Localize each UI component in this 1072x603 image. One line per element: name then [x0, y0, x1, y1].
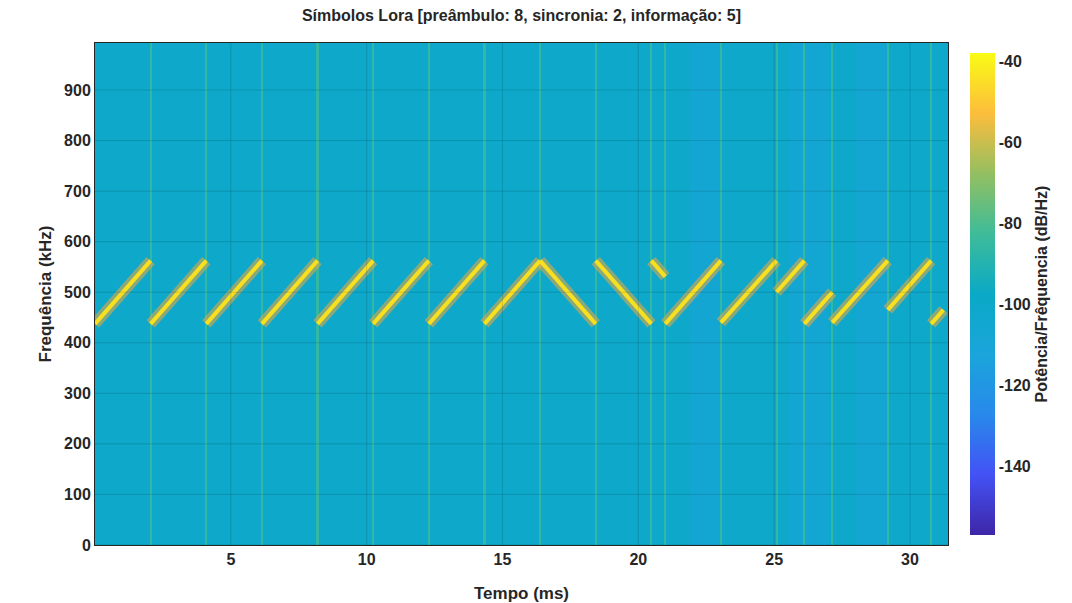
svg-text:Frequência (kHz): Frequência (kHz) — [36, 226, 55, 363]
svg-text:500: 500 — [64, 284, 91, 301]
svg-text:Símbolos Lora [preâmbulo: 8, s: Símbolos Lora [preâmbulo: 8, sincronia: … — [302, 7, 741, 24]
svg-text:-120: -120 — [999, 377, 1031, 394]
svg-text:-40: -40 — [999, 53, 1022, 70]
svg-text:300: 300 — [64, 385, 91, 402]
svg-text:800: 800 — [64, 132, 91, 149]
svg-text:-80: -80 — [999, 215, 1022, 232]
svg-text:-140: -140 — [999, 458, 1031, 475]
svg-text:20: 20 — [629, 551, 647, 568]
svg-text:30: 30 — [901, 551, 919, 568]
svg-text:0: 0 — [82, 537, 91, 554]
svg-text:25: 25 — [765, 551, 783, 568]
svg-text:Potência/Frêquencia (dB/Hz): Potência/Frêquencia (dB/Hz) — [1033, 186, 1050, 403]
svg-text:100: 100 — [64, 486, 91, 503]
svg-text:700: 700 — [64, 183, 91, 200]
svg-text:Tempo (ms): Tempo (ms) — [474, 584, 569, 603]
svg-text:10: 10 — [358, 551, 376, 568]
svg-text:400: 400 — [64, 334, 91, 351]
svg-text:-100: -100 — [999, 296, 1031, 313]
svg-text:900: 900 — [64, 82, 91, 99]
svg-text:5: 5 — [226, 551, 235, 568]
svg-text:200: 200 — [64, 435, 91, 452]
svg-text:15: 15 — [494, 551, 512, 568]
svg-text:600: 600 — [64, 233, 91, 250]
svg-text:-60: -60 — [999, 134, 1022, 151]
